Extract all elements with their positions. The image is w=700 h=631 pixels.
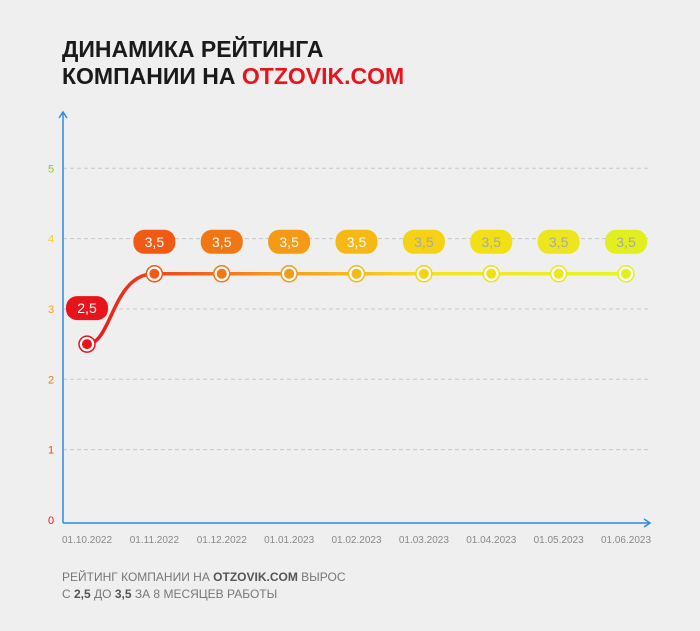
y-tick-label: 2: [48, 374, 54, 386]
value-label-bg: [66, 296, 108, 321]
value-label-bg: [470, 229, 513, 254]
data-point: [149, 268, 160, 279]
data-point: [486, 268, 497, 279]
footer-part: С: [62, 587, 74, 601]
y-axis-arrow: [58, 110, 68, 119]
x-tick-label: 01.06.2023: [601, 535, 651, 546]
data-point: [82, 339, 92, 350]
y-tick-label: 3: [48, 304, 54, 316]
footer-part: 2,5: [74, 587, 91, 601]
x-tick-label: 01.05.2023: [534, 535, 584, 546]
footer-part: РЕЙТИНГ КОМПАНИИ НА: [62, 569, 213, 584]
data-point: [351, 268, 362, 279]
x-tick-label: 01.02.2023: [331, 535, 381, 546]
footer-part: ВЫРОС: [298, 570, 346, 584]
value-label: 2,5: [77, 300, 97, 316]
y-tick-label: 5: [48, 163, 54, 175]
value-label-bg: [200, 229, 243, 254]
x-tick-label: 01.12.2022: [197, 535, 247, 546]
x-tick-label: 01.10.2022: [62, 535, 112, 546]
value-label: 3,5: [279, 234, 299, 250]
x-tick-label: 01.03.2023: [399, 535, 449, 546]
x-tick-label: 01.11.2022: [130, 535, 180, 546]
footer-part: OTZOVIK.COM: [213, 570, 298, 584]
value-label: 3,5: [145, 234, 165, 250]
data-point: [553, 268, 564, 279]
value-label-bg: [133, 229, 176, 254]
value-label: 3,5: [616, 234, 636, 250]
value-label: 3,5: [212, 234, 232, 250]
data-line: [86, 272, 626, 346]
value-label-bg: [537, 229, 580, 254]
footer-part: ДО: [91, 587, 115, 601]
footer-text: С 2,5 ДО 3,5 ЗА 8 МЕСЯЦЕВ РАБОТЫ: [62, 587, 277, 601]
y-tick-label: 1: [48, 445, 54, 457]
value-label: 3,5: [414, 234, 434, 250]
data-point: [216, 268, 227, 279]
title-part: КОМПАНИИ НА: [62, 63, 242, 89]
y-tick-label: 4: [48, 234, 54, 246]
value-label-bg: [335, 229, 378, 254]
chart-title: КОМПАНИИ НА OTZOVIK.COM: [62, 63, 404, 89]
footer-part: 3,5: [115, 587, 132, 601]
value-label: 3,5: [347, 234, 367, 250]
y-tick-label: 0: [48, 515, 54, 527]
chart-title: ДИНАМИКА РЕЙТИНГА: [62, 35, 323, 62]
value-label: 3,5: [549, 234, 569, 250]
value-label-bg: [605, 229, 647, 254]
data-point: [284, 268, 295, 279]
footer-part: ЗА 8 МЕСЯЦЕВ РАБОТЫ: [132, 587, 278, 601]
value-label: 3,5: [482, 234, 502, 250]
value-label-bg: [402, 229, 445, 254]
title-brand: OTZOVIK.COM: [242, 63, 404, 89]
x-axis-arrow: [643, 518, 652, 528]
x-tick-label: 01.01.2023: [264, 535, 314, 546]
x-tick-label: 01.04.2023: [466, 535, 516, 546]
data-point: [621, 268, 631, 279]
footer-text: РЕЙТИНГ КОМПАНИИ НА OTZOVIK.COM ВЫРОС: [62, 569, 346, 584]
data-point: [418, 268, 429, 279]
value-label-bg: [268, 229, 311, 254]
